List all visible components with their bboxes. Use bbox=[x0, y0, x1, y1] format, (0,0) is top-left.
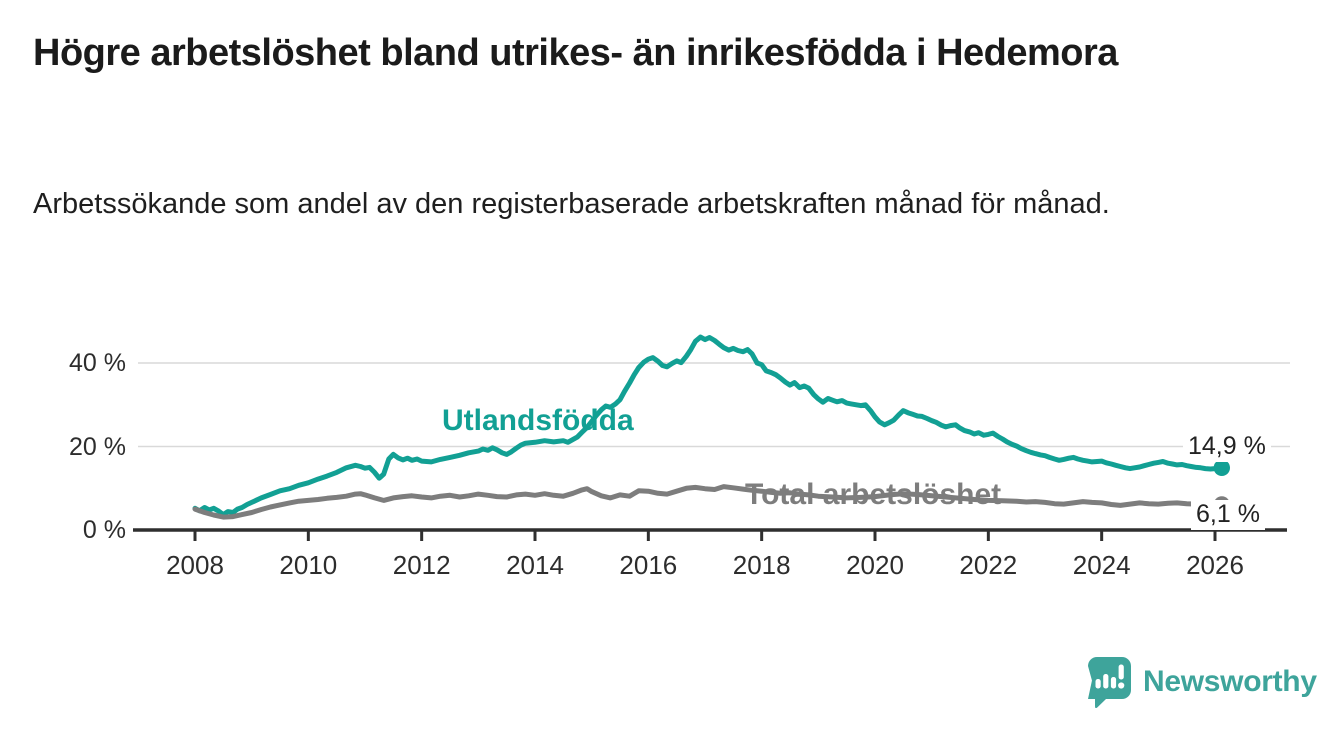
newsworthy-logo-text: Newsworthy bbox=[1143, 665, 1317, 698]
endpoint-dot-utlandsfodda bbox=[1213, 459, 1231, 476]
chart-subtitle: Arbetssökande som andel av den registerb… bbox=[33, 188, 1110, 220]
x-axis-label-2014: 2014 bbox=[506, 550, 564, 580]
line-utlandsfodda bbox=[192, 334, 1225, 518]
y-axis-label-20: 20 % bbox=[69, 432, 126, 461]
series-label-total-arbetsloshet: Total arbetslöshet bbox=[745, 478, 1002, 511]
series-label-utlandsfodda: Utlandsfödda bbox=[442, 404, 634, 437]
x-axis-label-2026: 2026 bbox=[1186, 550, 1244, 580]
end-value-label-total: 6,1 % bbox=[1191, 500, 1265, 530]
x-axis-label-2020: 2020 bbox=[846, 550, 904, 580]
newsworthy-logo[interactable]: Newsworthy bbox=[1086, 656, 1317, 708]
end-value-label-utlandsfodda: 14,9 % bbox=[1183, 432, 1271, 462]
x-axis-label-2022: 2022 bbox=[959, 550, 1018, 580]
newsworthy-logo-icon bbox=[1088, 657, 1131, 708]
page-title: Högre arbetslöshet bland utrikes- än inr… bbox=[33, 32, 1118, 74]
x-axis-label-2010: 2010 bbox=[279, 550, 338, 580]
x-axis-label-2018: 2018 bbox=[732, 550, 791, 580]
x-axis-label-2024: 2024 bbox=[1072, 550, 1131, 580]
x-axis-label-2012: 2012 bbox=[392, 550, 451, 580]
y-axis-label-0: 0 % bbox=[82, 516, 126, 544]
x-axis-label-2008: 2008 bbox=[166, 550, 224, 580]
y-axis-label-40: 40 % bbox=[69, 349, 126, 377]
line-total bbox=[192, 484, 1225, 520]
x-axis-label-2016: 2016 bbox=[619, 550, 678, 580]
